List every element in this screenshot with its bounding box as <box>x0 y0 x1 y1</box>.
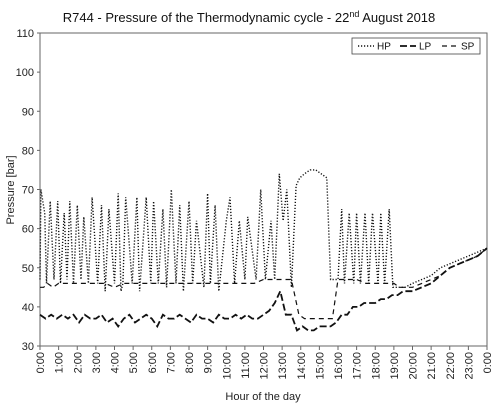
x-tick-label: 15:00 <box>314 352 326 380</box>
x-tick-label: 1:00 <box>54 352 66 373</box>
y-tick-label: 110 <box>16 28 34 40</box>
x-tick-label: 12:00 <box>259 352 271 380</box>
x-tick-label: 0:00 <box>35 352 47 373</box>
y-tick-label: 70 <box>22 185 34 197</box>
x-tick-label: 11:00 <box>240 352 252 379</box>
y-tick-label: 90 <box>22 106 34 118</box>
x-tick-label: 18:00 <box>370 352 382 380</box>
x-tick-label: 14:00 <box>296 352 308 380</box>
x-tick-label: 5:00 <box>128 352 140 373</box>
x-tick-label: 22:00 <box>445 352 457 380</box>
x-tick-label: 21:00 <box>426 352 438 380</box>
x-axis-label: Hour of the day <box>225 391 301 403</box>
chart-title-main: R744 - Pressure of the Thermodynamic cyc… <box>63 10 350 25</box>
x-tick-label: 19:00 <box>389 352 401 380</box>
x-tick-label: 4:00 <box>110 352 122 373</box>
y-axis-label: Pressure [bar] <box>5 155 17 224</box>
x-tick-label: 9:00 <box>203 352 215 373</box>
x-tick-label: 13:00 <box>277 352 289 380</box>
x-tick-label: 20:00 <box>408 352 420 380</box>
y-tick-label: 100 <box>16 67 34 79</box>
y-axis: 30 40 50 60 70 80 90 100 110 <box>16 28 40 353</box>
legend-label-sp: SP <box>461 42 475 53</box>
x-tick-label: 2:00 <box>72 352 84 373</box>
x-tick-label: 17:00 <box>352 352 364 380</box>
series-line-hp <box>39 169 488 292</box>
chart-title-suffix: August 2018 <box>359 10 435 25</box>
y-tick-label: 80 <box>22 145 34 157</box>
legend: HP LP SP <box>351 37 481 55</box>
chart-title: R744 - Pressure of the Thermodynamic cyc… <box>63 9 436 25</box>
x-tick-label: 0:00 <box>482 352 494 373</box>
legend-label-lp: LP <box>419 42 432 53</box>
y-tick-label: 60 <box>22 224 34 236</box>
x-tick-label: 3:00 <box>91 352 103 373</box>
series-group <box>39 169 488 332</box>
x-tick-label: 7:00 <box>165 352 177 373</box>
chart-title-superscript: nd <box>349 9 359 19</box>
x-tick-label: 16:00 <box>333 352 345 380</box>
x-tick-label: 6:00 <box>147 352 159 373</box>
plot-area <box>39 32 488 347</box>
x-tick-label: 8:00 <box>184 352 196 373</box>
x-tick-label: 23:00 <box>463 352 475 380</box>
series-line-sp <box>40 247 488 320</box>
y-tick-label: 40 <box>22 302 34 314</box>
series-line-lp <box>39 247 488 332</box>
y-tick-label: 50 <box>22 263 34 275</box>
legend-label-hp: HP <box>377 42 391 53</box>
y-tick-label: 30 <box>22 341 34 353</box>
x-tick-label: 10:00 <box>221 352 233 380</box>
x-axis: 0:00 1:00 2:00 3:00 4:00 5:00 6:00 7:00 8:00 9:00… <box>35 346 494 380</box>
